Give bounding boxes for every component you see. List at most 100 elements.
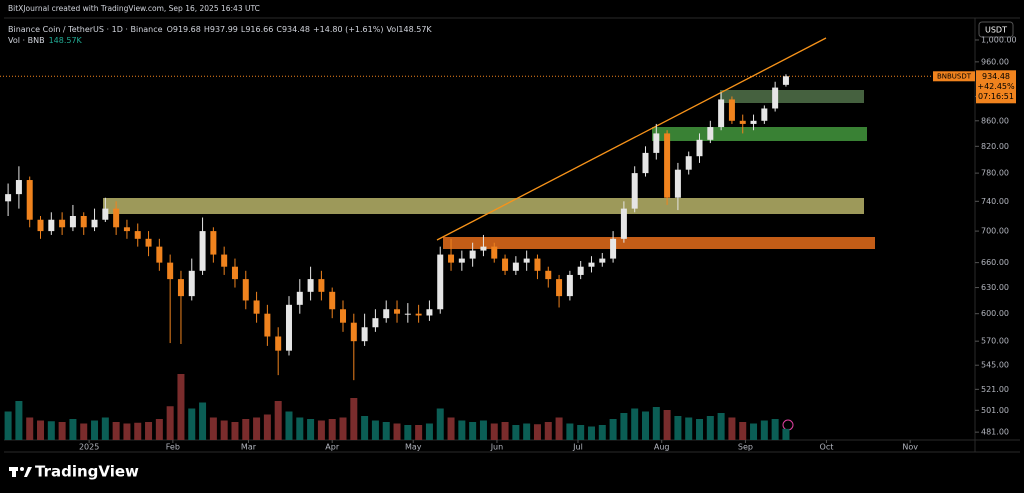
trend-line: [436, 37, 827, 241]
volume-bar: [155, 419, 163, 440]
candle-body: [620, 208, 627, 239]
candle-body: [782, 76, 789, 85]
high-value: 937.99: [210, 25, 238, 34]
candle-body: [199, 231, 206, 271]
volume-bar: [652, 407, 660, 440]
y-tick-label: 960.00: [981, 57, 1009, 66]
currency-button[interactable]: [978, 21, 1014, 38]
volume-bar: [717, 413, 725, 440]
volume-bar: [199, 402, 207, 440]
volume-bar: [739, 422, 747, 440]
currency[interactable]: USDT: [985, 26, 1007, 35]
logo-part: [12, 467, 16, 477]
candle-body: [599, 258, 606, 263]
x-tick-label: Oct: [820, 443, 834, 452]
candle-body: [480, 246, 487, 251]
candle-body: [707, 127, 714, 140]
change: +14.80 (+1.61%): [313, 25, 384, 34]
zone: [720, 90, 864, 103]
volume-bar: [307, 419, 315, 440]
volume-bar: [609, 419, 617, 440]
x-tick-label: Mar: [241, 443, 257, 452]
candle-body: [372, 318, 379, 328]
volume-bar: [296, 417, 304, 440]
candle-body: [296, 291, 303, 305]
volume-bar: [4, 411, 12, 440]
symbol-label: BNBUSDT: [937, 72, 972, 80]
y-tick-label: 780.00: [981, 169, 1009, 178]
volume-bar: [587, 426, 595, 440]
candle-body: [556, 279, 563, 297]
volume-bar: [782, 428, 790, 440]
volume-bar: [501, 422, 509, 440]
x-tick-label: Feb: [166, 443, 180, 452]
volume-bar: [447, 417, 455, 440]
y-tick-label: 740.00: [981, 197, 1009, 206]
close-value: 934.48: [282, 25, 310, 34]
volume-bar: [242, 419, 250, 440]
x-tick-label: Sep: [738, 443, 753, 452]
candle-body: [718, 99, 725, 128]
candle-body: [696, 139, 703, 157]
volume-bar: [209, 417, 217, 440]
symbol-title: Binance Coin / TetherUS · 1D · Binance: [8, 25, 163, 34]
candle-body: [685, 156, 692, 170]
volume-bar: [220, 420, 228, 440]
volume-bar: [620, 413, 628, 440]
candle-body: [534, 258, 541, 271]
volume-bar: [706, 416, 714, 440]
candle-body: [5, 194, 12, 202]
percent-label: +42.45%: [977, 82, 1015, 91]
candle-body: [318, 279, 325, 292]
candle-body: [188, 270, 195, 297]
candle-body: [588, 262, 595, 267]
candle-body: [523, 258, 530, 263]
candle-body: [383, 309, 390, 319]
x-tick-label: May: [405, 443, 422, 452]
volume-bar: [361, 416, 369, 440]
candle-body: [502, 258, 509, 271]
y-tick-label: 600.00: [981, 309, 1009, 318]
candle-body: [437, 254, 444, 310]
volume-bar: [177, 374, 185, 440]
volume-bar: [328, 419, 336, 440]
y-tick-label: 630.00: [981, 283, 1009, 292]
volume-bar: [533, 424, 541, 440]
legend-main: Binance Coin / TetherUS · 1D · Binance O9…: [8, 25, 432, 34]
candle-body: [426, 309, 433, 316]
candle-body: [664, 133, 671, 198]
legend-volume: Vol · BNB 148.57K: [8, 36, 83, 45]
y-tick-label: 700.00: [981, 227, 1009, 236]
volume-bar: [58, 422, 66, 440]
candle-body: [134, 231, 141, 239]
candle-body: [642, 152, 649, 174]
volume-bar: [523, 423, 531, 440]
candle-body: [340, 309, 347, 323]
y-tick-label: 860.00: [981, 116, 1009, 125]
volume-bar: [771, 419, 779, 440]
volume-bar: [26, 417, 34, 440]
candle-body: [285, 304, 292, 351]
y-tick-label: 501.00: [981, 406, 1009, 415]
candle-body: [307, 279, 314, 292]
candle-body: [772, 87, 779, 109]
candle-body: [469, 250, 476, 259]
volume-bar: [566, 423, 574, 440]
volume-bar: [382, 422, 390, 440]
candle-body: [361, 327, 368, 342]
volume-bar: [436, 408, 444, 440]
x-tick-label: Jul: [572, 443, 583, 452]
volume-bar: [123, 423, 131, 440]
logo-part: [20, 467, 24, 471]
volume-bar: [285, 411, 293, 440]
volume-bar: [274, 401, 282, 440]
y-tick-label: 660.00: [981, 258, 1009, 267]
volume-bar: [47, 421, 55, 440]
brand: TradingView: [35, 463, 139, 481]
candle-body: [48, 219, 55, 232]
candle-body: [80, 216, 87, 228]
volume-bar: [479, 420, 487, 440]
candle-body: [15, 180, 22, 195]
candle-body: [91, 219, 98, 228]
y-tick-label: 481.00: [981, 428, 1009, 437]
